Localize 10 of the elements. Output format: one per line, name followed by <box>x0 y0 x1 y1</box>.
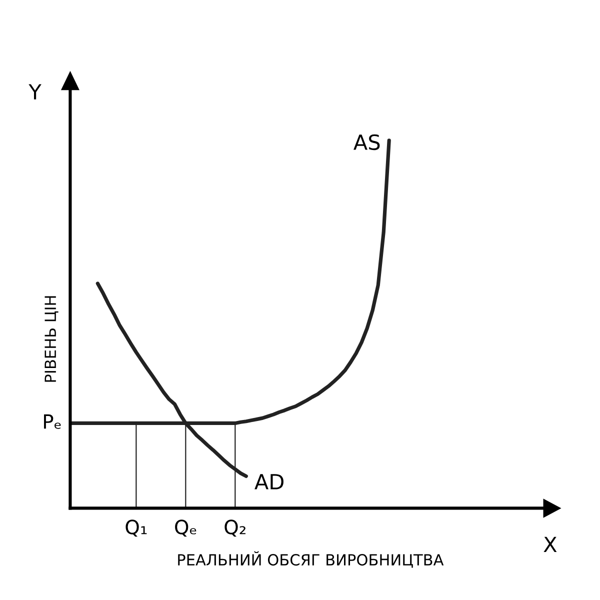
text: Pₑ <box>44 414 61 429</box>
series-label: AS <box>354 134 380 150</box>
y-axis-title: РІВЕНЬ ЦІН <box>44 296 58 382</box>
text: Y <box>28 84 42 100</box>
text: X <box>544 536 557 552</box>
x-axis-title: РЕАЛЬНИЙ ОБСЯГ ВИРОБНИЦТВА <box>178 551 444 568</box>
x-tick-label: Q₂ <box>224 520 246 537</box>
x-tick-label: Q₁ <box>126 520 147 537</box>
series-label: AD <box>254 474 284 490</box>
x-tick-label: Qₑ <box>175 520 196 537</box>
